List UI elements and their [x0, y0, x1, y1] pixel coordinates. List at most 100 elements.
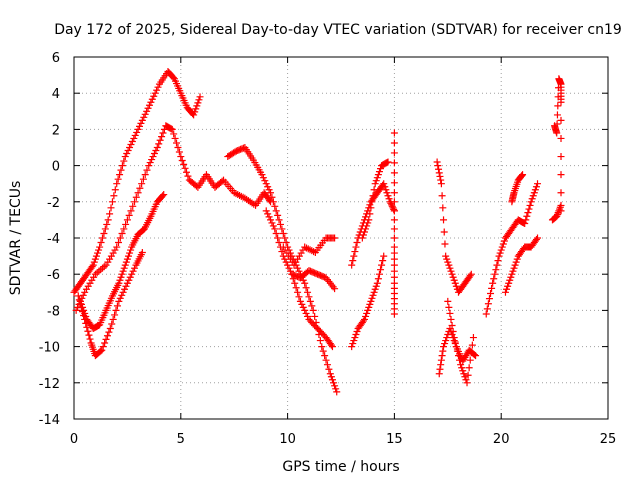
data-point [365, 216, 373, 224]
data-point [117, 273, 125, 281]
data-point [191, 108, 199, 116]
data-point [127, 140, 135, 148]
data-point [469, 334, 477, 342]
data-point [269, 222, 277, 230]
data-point [483, 305, 491, 313]
data-point [504, 282, 512, 290]
data-point [193, 102, 201, 110]
data-point [444, 258, 452, 266]
data-point [97, 347, 105, 355]
data-point [180, 160, 188, 168]
series-track-j [348, 252, 388, 351]
data-point [118, 229, 126, 237]
data-point [167, 125, 175, 133]
data-point [278, 225, 286, 233]
data-point [390, 225, 398, 233]
data-point [103, 220, 111, 228]
data-point [467, 270, 475, 278]
data-point [321, 352, 329, 360]
data-point [301, 306, 309, 314]
data-point [363, 222, 371, 230]
data-point [534, 234, 542, 242]
data-point [121, 153, 129, 161]
data-point [126, 249, 134, 257]
data-point [127, 246, 135, 254]
data-point [100, 229, 108, 237]
data-point [390, 255, 398, 263]
data-point [350, 252, 358, 260]
data-point [150, 150, 158, 158]
data-point [350, 337, 358, 345]
data-point [529, 192, 537, 200]
series-track-q [501, 234, 542, 296]
data-point [141, 171, 149, 179]
data-point [370, 186, 378, 194]
data-point [349, 257, 357, 265]
data-point [288, 270, 296, 278]
data-point [457, 361, 465, 369]
data-point [450, 334, 458, 342]
data-point [524, 209, 532, 217]
data-point [123, 279, 131, 287]
data-point [306, 297, 314, 305]
x-tick-label: 0 [70, 432, 78, 447]
data-point [75, 296, 83, 304]
x-tick-label: 10 [279, 432, 296, 447]
data-point [508, 270, 516, 278]
data-point [437, 176, 445, 184]
data-point [511, 261, 519, 269]
axis-ticks: 0 5 10 15 20 25 -14 -12 -10 -8 -6 -4 -2 0 2 4 6 [39, 51, 617, 447]
data-point [131, 198, 139, 206]
data-point [275, 216, 283, 224]
data-point [466, 272, 474, 280]
data-point [145, 162, 153, 170]
data-point [331, 234, 339, 242]
data-point [282, 239, 290, 247]
data-point [93, 249, 101, 257]
data-point [125, 211, 133, 219]
data-point [134, 189, 142, 197]
data-point [553, 129, 561, 137]
data-point [557, 189, 565, 197]
data-point [175, 148, 183, 156]
data-point [159, 129, 167, 137]
data-point [127, 207, 135, 215]
data-point [108, 198, 116, 206]
data-point [363, 309, 371, 317]
data-point [557, 116, 565, 124]
data-point [272, 229, 280, 237]
x-tick-label: 25 [600, 432, 617, 447]
data-point [328, 343, 336, 351]
data-point [292, 284, 300, 292]
data-point [82, 319, 90, 327]
data-point [390, 159, 398, 167]
data-point [119, 267, 127, 275]
data-point [530, 189, 538, 197]
series-track-k [358, 158, 392, 242]
data-point [129, 267, 137, 275]
data-point [286, 267, 294, 275]
data-point [531, 186, 539, 194]
data-point [487, 290, 495, 298]
data-point [128, 137, 136, 145]
data-point [373, 174, 381, 182]
series-track-o [444, 297, 477, 387]
data-point [120, 157, 128, 165]
data-point [362, 225, 370, 233]
data-point [276, 220, 284, 228]
data-point [194, 99, 202, 107]
data-point [258, 171, 266, 179]
y-tick-label: 6 [52, 51, 60, 66]
data-point [385, 195, 393, 203]
data-point [348, 343, 356, 351]
y-tick-label: -2 [47, 196, 60, 211]
data-point [302, 309, 310, 317]
data-point [370, 288, 378, 296]
data-point [493, 261, 501, 269]
data-point [299, 303, 307, 311]
data-point [160, 191, 168, 199]
data-point [464, 371, 472, 379]
series-track-m [433, 158, 475, 296]
data-point [332, 385, 340, 393]
data-point [553, 120, 561, 128]
